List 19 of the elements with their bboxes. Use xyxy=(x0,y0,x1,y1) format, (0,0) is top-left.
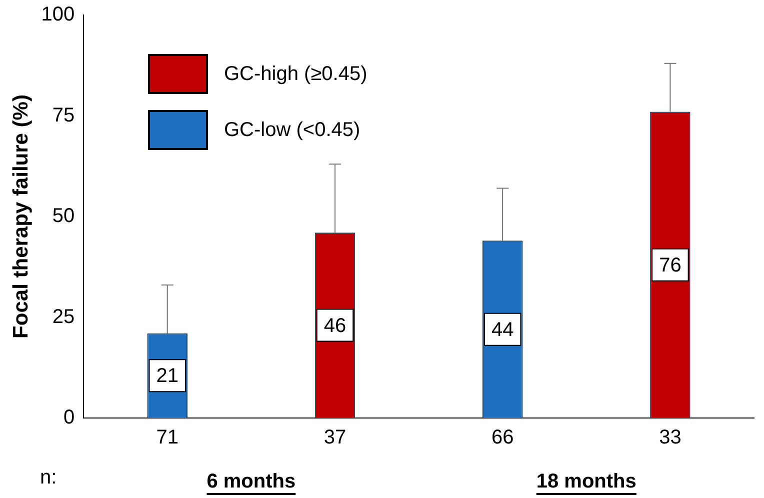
text: 6 months xyxy=(206,470,296,493)
data-label: 21 xyxy=(156,365,178,388)
y-tick-label: 25 xyxy=(52,306,75,328)
y-axis-title: Focal therapy failure (%) xyxy=(9,94,32,338)
y-tick-label: 50 xyxy=(52,205,75,228)
data-label: 46 xyxy=(324,314,346,337)
legend-label: GC-low (<0.45) xyxy=(224,118,360,142)
y-tick-label: 100 xyxy=(41,4,75,26)
text: n: xyxy=(40,466,57,489)
y-tick-label: 75 xyxy=(52,104,75,126)
x-tick-label: 66 xyxy=(491,426,514,449)
text: 18 months xyxy=(536,470,636,493)
y-tick-label: 0 xyxy=(63,406,75,429)
x-tick-label: 71 xyxy=(156,426,178,449)
data-label: 76 xyxy=(659,254,682,276)
legend-label: GC-high (≥0.45) xyxy=(224,62,368,86)
x-tick-label: 33 xyxy=(659,426,682,449)
x-tick-label: 37 xyxy=(324,426,346,449)
data-label: 44 xyxy=(491,318,514,341)
